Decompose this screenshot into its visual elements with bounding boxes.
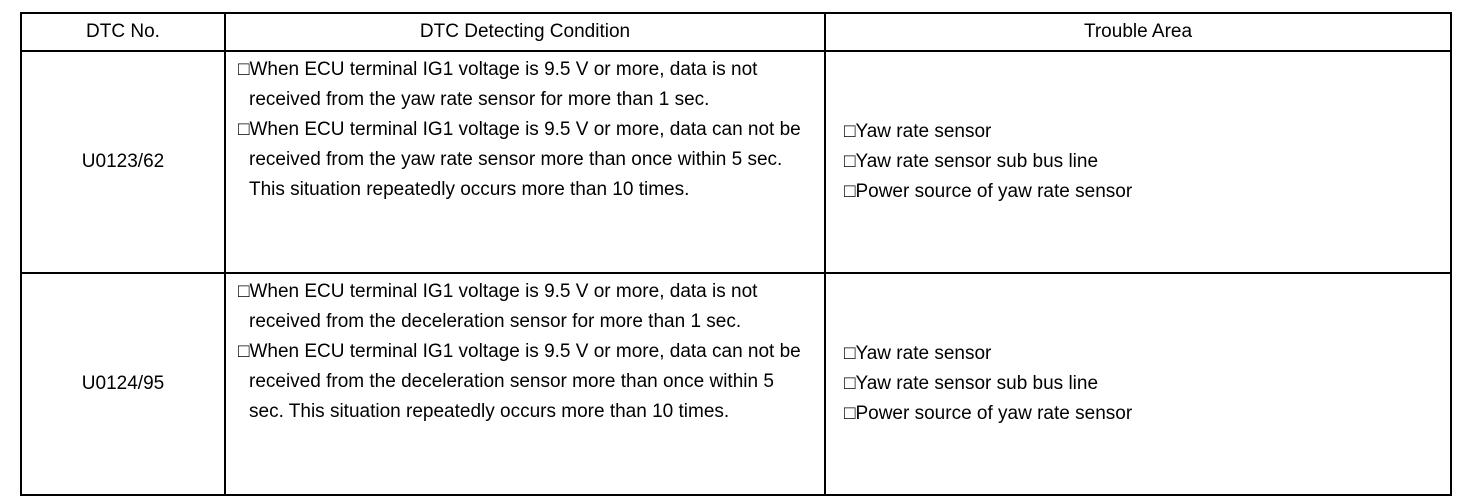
table-row: U0123/62 □When ECU terminal IG1 voltage …	[20, 50, 1452, 274]
header-dtc-no: DTC No.	[20, 12, 226, 52]
dtc-code: U0124/95	[20, 272, 226, 496]
trouble-area-cell: □Yaw rate sensor □Yaw rate sensor sub bu…	[824, 272, 1452, 496]
header-condition: DTC Detecting Condition	[224, 12, 826, 52]
table-row: U0124/95 □When ECU terminal IG1 voltage …	[20, 272, 1452, 496]
dtc-table: DTC No. DTC Detecting Condition Trouble …	[20, 12, 1452, 496]
trouble-area-item: □Power source of yaw rate sensor	[844, 181, 1133, 202]
trouble-area-item: □Yaw rate sensor	[844, 343, 992, 364]
trouble-area-cell: □Yaw rate sensor □Yaw rate sensor sub bu…	[824, 50, 1452, 274]
trouble-area-item: □Power source of yaw rate sensor	[844, 403, 1133, 424]
trouble-area-item: □Yaw rate sensor sub bus line	[844, 373, 1099, 394]
condition-cell: □When ECU terminal IG1 voltage is 9.5 V …	[224, 50, 826, 274]
condition-item: □When ECU terminal IG1 voltage is 9.5 V …	[238, 341, 801, 422]
header-row: DTC No. DTC Detecting Condition Trouble …	[20, 12, 1452, 52]
condition-cell: □When ECU terminal IG1 voltage is 9.5 V …	[224, 272, 826, 496]
trouble-area-item: □Yaw rate sensor sub bus line	[844, 151, 1099, 172]
header-trouble-area: Trouble Area	[824, 12, 1452, 52]
condition-item: □When ECU terminal IG1 voltage is 9.5 V …	[238, 59, 758, 110]
condition-item: □When ECU terminal IG1 voltage is 9.5 V …	[238, 119, 801, 200]
dtc-code: U0123/62	[20, 50, 226, 274]
condition-item: □When ECU terminal IG1 voltage is 9.5 V …	[238, 281, 758, 332]
trouble-area-item: □Yaw rate sensor	[844, 121, 992, 142]
